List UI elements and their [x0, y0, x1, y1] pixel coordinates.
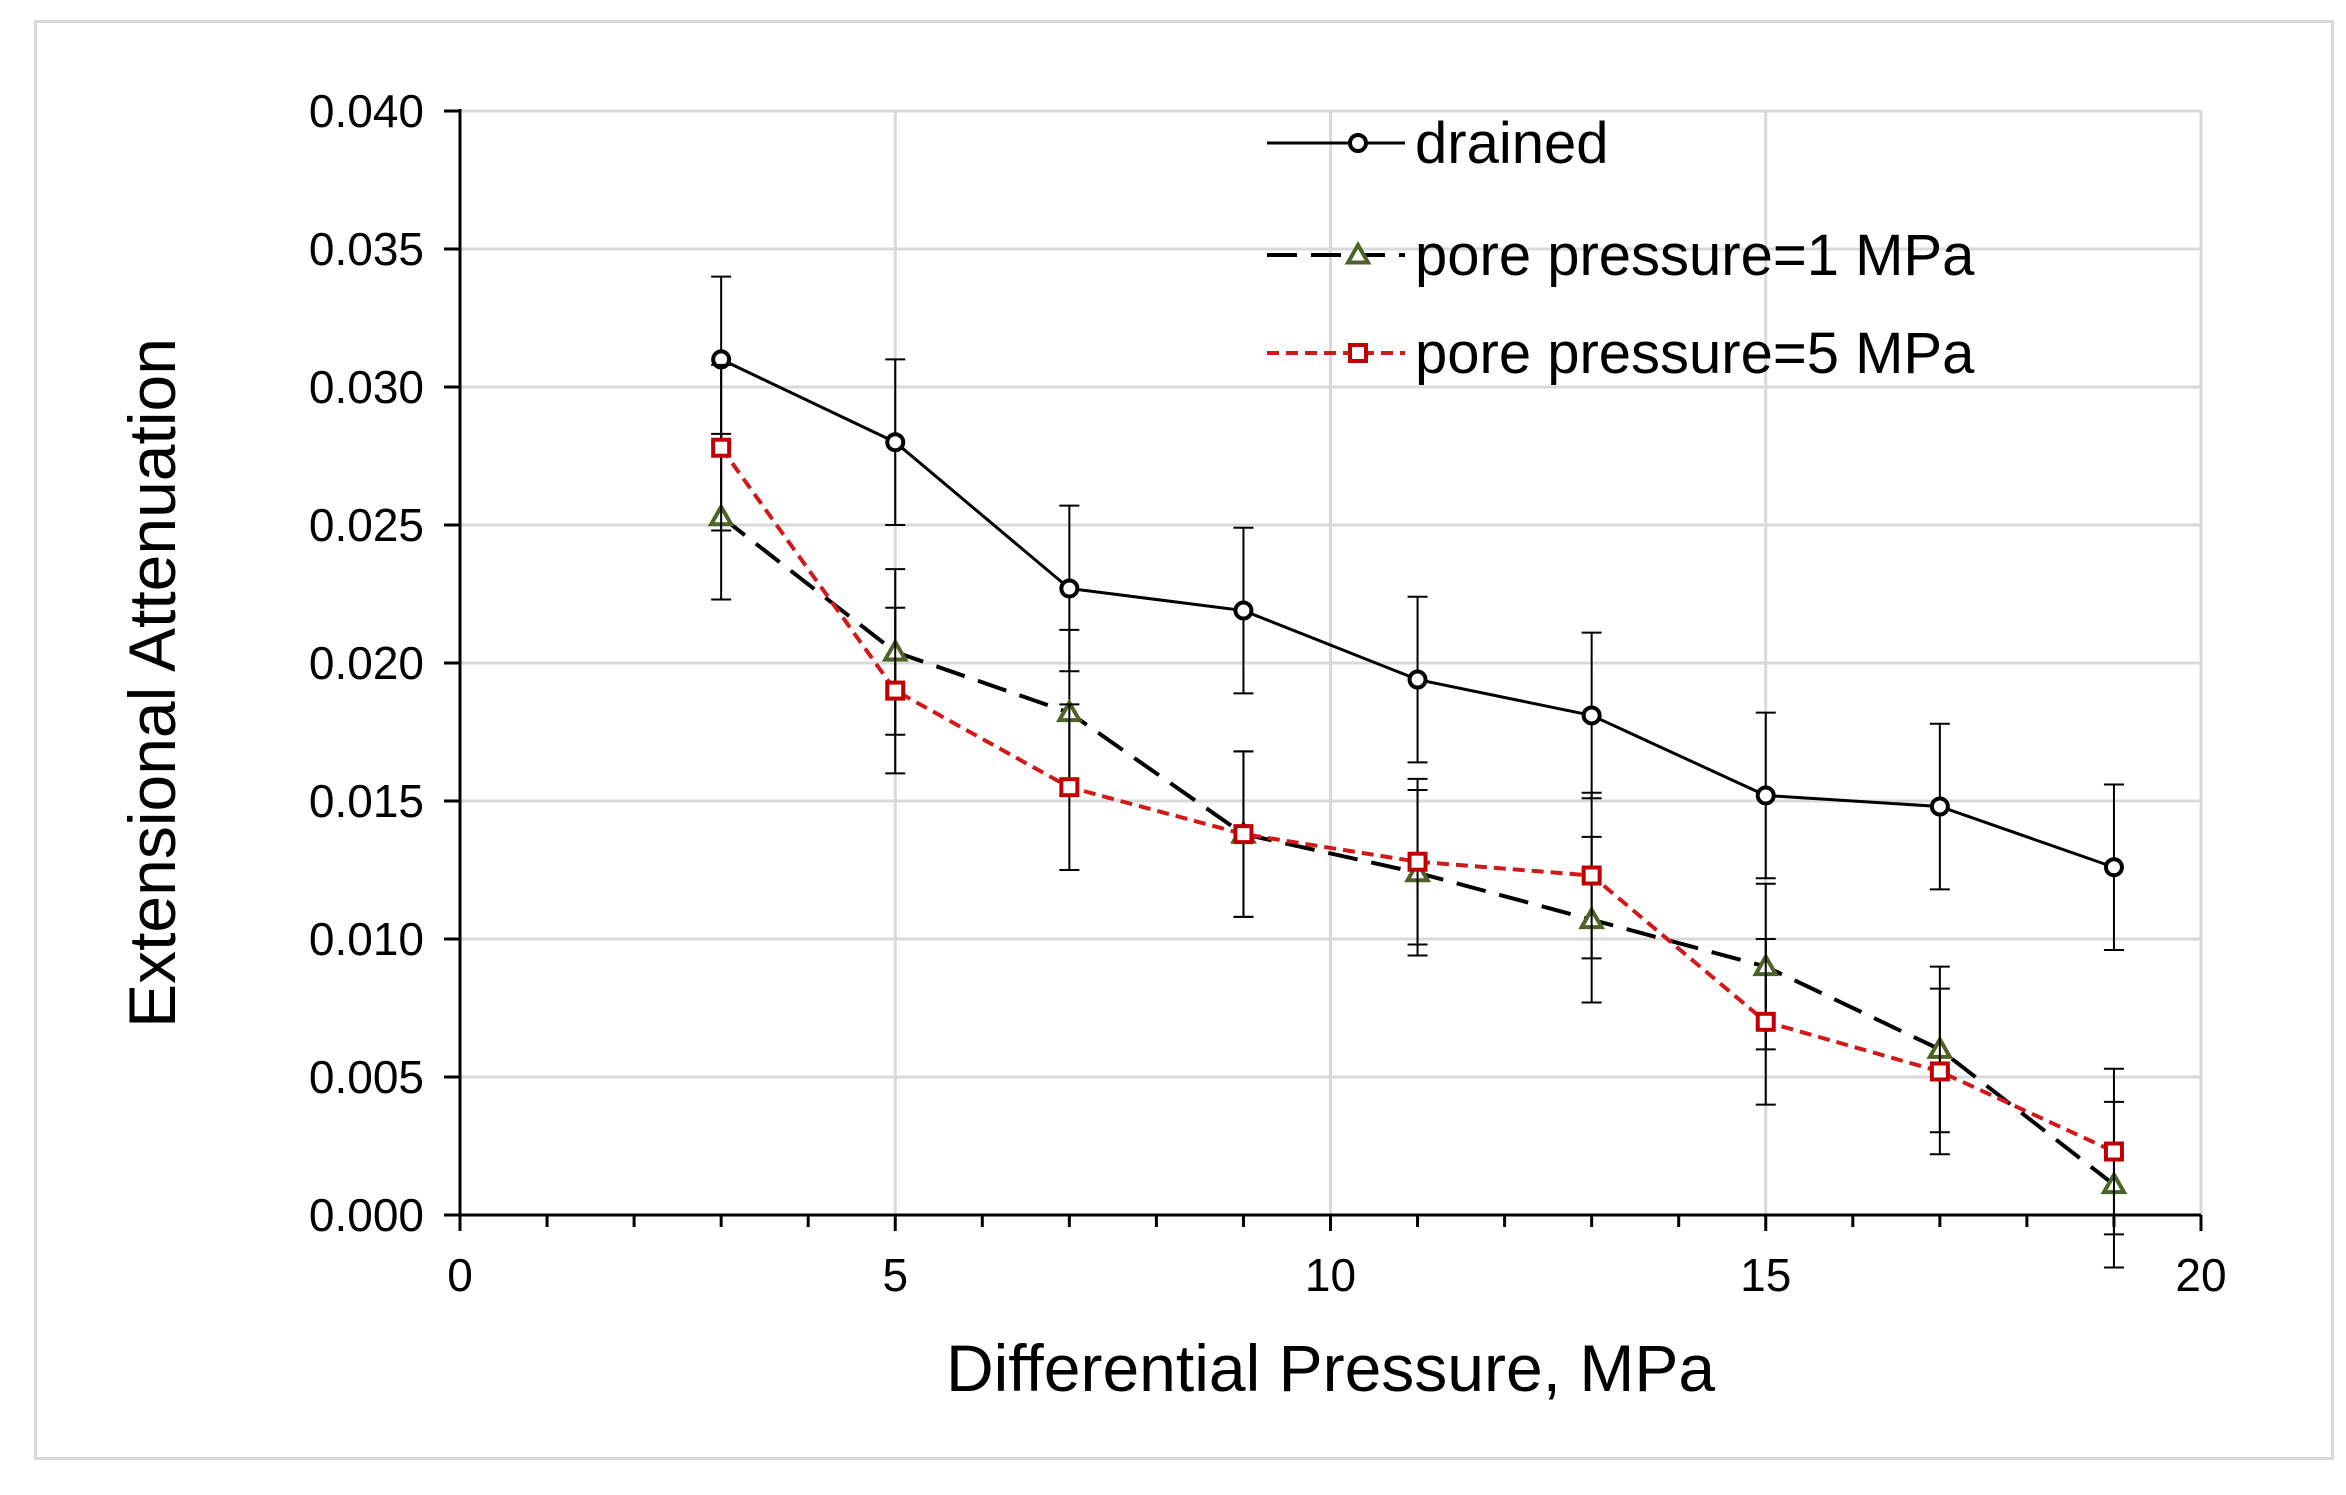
legend-label: pore pressure=5 MPa: [1415, 321, 1975, 386]
x-tick-label: 20: [2175, 1249, 2226, 1301]
y-tick-label: 0.005: [309, 1051, 424, 1103]
y-tick-label: 0.010: [309, 913, 424, 965]
y-tick-label: 0.030: [309, 361, 424, 413]
y-tick-label: 0.015: [309, 775, 424, 827]
data-point: [2103, 857, 2124, 878]
x-tick-label: 5: [882, 1249, 908, 1301]
legend-marker: [1348, 133, 1368, 153]
data-point: [1233, 600, 1254, 621]
x-tick-label: 10: [1305, 1249, 1356, 1301]
data-point: [1929, 796, 1950, 817]
data-point: [1581, 865, 1602, 886]
grid: [460, 109, 2203, 1215]
data-point: [885, 432, 906, 453]
legend-label: drained: [1415, 111, 1608, 176]
data-point: [1407, 851, 1428, 872]
data-point: [1059, 777, 1080, 798]
x-tick-label: 0: [447, 1249, 473, 1301]
legend-entry-1: drained: [1267, 111, 1608, 176]
y-tick-label: 0.020: [309, 637, 424, 689]
data-point: [1755, 1011, 1776, 1032]
y-tick-label: 0.000: [309, 1189, 424, 1241]
y-tick-label: 0.035: [309, 223, 424, 275]
data-point: [885, 680, 906, 701]
data-point: [1755, 785, 1776, 806]
x-tick-label: 15: [1740, 1249, 1791, 1301]
data-point: [1059, 578, 1080, 599]
data-point: [1407, 669, 1428, 690]
series-group: [707, 275, 2128, 1269]
legend-marker: [1344, 240, 1372, 265]
series-line: [719, 446, 2115, 1154]
series-3: [711, 363, 2124, 1236]
axes: [444, 109, 2203, 1231]
data-point: [2103, 1141, 2124, 1162]
data-point: [1929, 1061, 1950, 1082]
line-chart: 0.000 0.005 0.010 0.015 0.020 0.025 0.030 0.035…: [115, 85, 2227, 1405]
legend-marker: [1348, 343, 1368, 363]
legend-entry-2: pore pressure=1 MPa: [1267, 223, 1975, 288]
data-point: [1581, 705, 1602, 726]
y-tick-label: 0.040: [309, 85, 424, 137]
legend-label: pore pressure=1 MPa: [1415, 223, 1975, 288]
tick-labels: 0.000 0.005 0.010 0.015 0.020 0.025 0.030 0.035…: [309, 85, 2227, 1301]
y-tick-label: 0.025: [309, 499, 424, 551]
y-axis-title: Extensional Attenuation: [115, 338, 189, 1028]
series-1: [711, 275, 2124, 952]
x-axis-title: Differential Pressure, MPa: [946, 1331, 1715, 1405]
chart-frame: 0.000 0.005 0.010 0.015 0.020 0.025 0.030 0.035…: [34, 20, 2334, 1460]
legend-entry-3: pore pressure=5 MPa: [1267, 321, 1975, 386]
data-point: [711, 437, 732, 458]
data-point: [1233, 824, 1254, 845]
legend: drained pore pressure=1 MPa pore pressure=…: [1267, 111, 1975, 386]
